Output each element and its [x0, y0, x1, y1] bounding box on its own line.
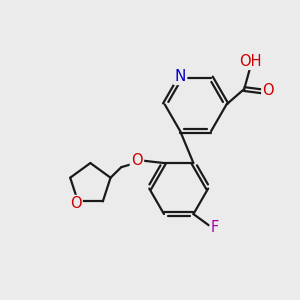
Text: OH: OH — [239, 54, 261, 69]
Text: N: N — [175, 69, 186, 84]
Text: O: O — [262, 83, 274, 98]
Text: O: O — [70, 196, 81, 211]
Text: F: F — [211, 220, 219, 235]
Text: O: O — [131, 153, 143, 168]
